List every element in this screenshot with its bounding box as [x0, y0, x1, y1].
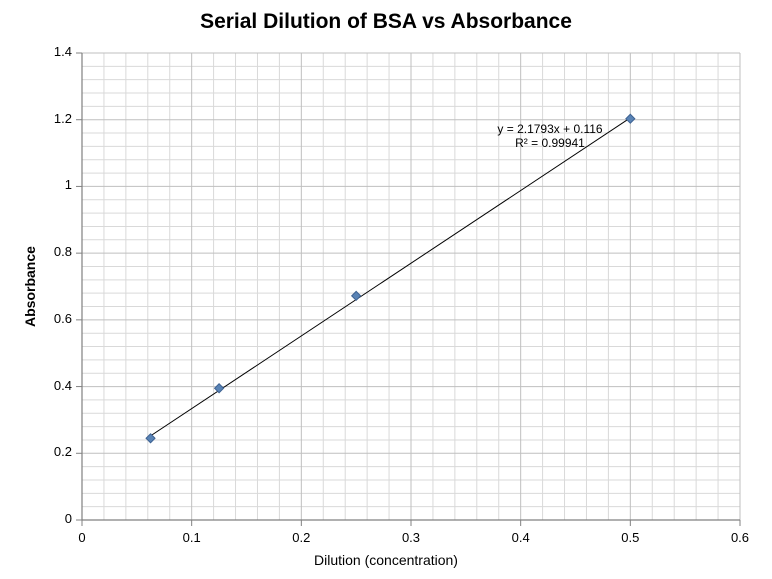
x-tick-label: 0	[67, 530, 97, 545]
y-tick-label: 0	[32, 511, 72, 526]
x-axis-label: Dilution (concentration)	[0, 552, 772, 568]
y-tick-label: 0.4	[32, 378, 72, 393]
data-point	[215, 384, 224, 393]
x-tick-label: 0.5	[615, 530, 645, 545]
scatter-chart	[0, 0, 772, 579]
y-tick-label: 0.8	[32, 244, 72, 259]
x-tick-label: 0.6	[725, 530, 755, 545]
chart-title: Serial Dilution of BSA vs Absorbance	[0, 10, 772, 34]
data-point	[626, 114, 635, 123]
y-tick-label: 1.4	[32, 44, 72, 59]
trendline-equation-line1: y = 2.1793x + 0.116	[490, 122, 610, 136]
y-tick-label: 1.2	[32, 111, 72, 126]
y-tick-label: 1	[32, 177, 72, 192]
y-tick-label: 0.2	[32, 444, 72, 459]
x-tick-label: 0.3	[396, 530, 426, 545]
trendline-equation: y = 2.1793x + 0.116 R² = 0.99941	[490, 122, 610, 150]
trendline-equation-line2: R² = 0.99941	[490, 136, 610, 150]
x-tick-label: 0.1	[177, 530, 207, 545]
x-tick-label: 0.2	[286, 530, 316, 545]
y-tick-label: 0.6	[32, 311, 72, 326]
x-tick-label: 0.4	[506, 530, 536, 545]
